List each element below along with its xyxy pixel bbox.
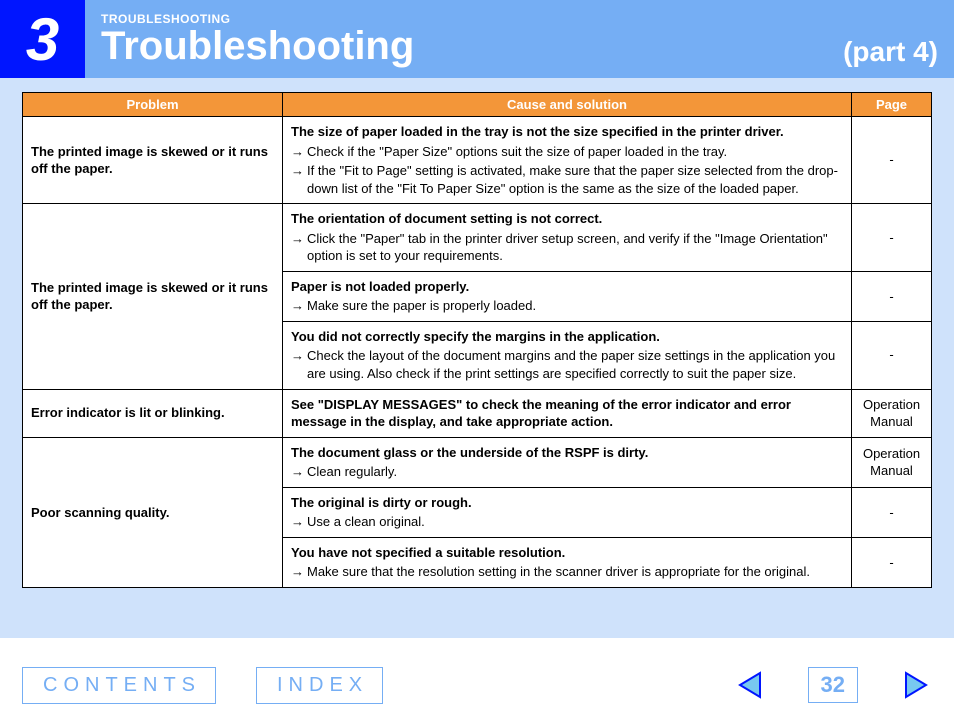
cause-heading: The orientation of document setting is n… xyxy=(291,210,843,228)
solution-text: If the "Fit to Page" setting is activate… xyxy=(307,162,843,197)
solution-text: Check the layout of the document margins… xyxy=(307,347,843,382)
cause-cell: You have not specified a suitable resolu… xyxy=(283,537,852,587)
cause-heading: You have not specified a suitable resolu… xyxy=(291,544,843,562)
cause-heading: The original is dirty or rough. xyxy=(291,494,843,512)
solution-line: →Make sure the paper is properly loaded. xyxy=(291,297,843,315)
page-cell: - xyxy=(852,117,932,204)
solution-text: Check if the "Paper Size" options suit t… xyxy=(307,143,843,161)
arrow-icon: → xyxy=(291,230,304,248)
page-cell: - xyxy=(852,321,932,389)
page-title: Troubleshooting xyxy=(101,26,954,66)
cause-cell: See "DISPLAY MESSAGES" to check the mean… xyxy=(283,389,852,437)
arrow-right-icon xyxy=(900,670,930,700)
solution-text: Use a clean original. xyxy=(307,513,843,531)
content-area: Problem Cause and solution Page The prin… xyxy=(0,78,954,638)
contents-button[interactable]: CONTENTS xyxy=(22,667,216,704)
solution-line: →Use a clean original. xyxy=(291,513,843,531)
solution-line: →Clean regularly. xyxy=(291,463,843,481)
cause-cell: The document glass or the underside of t… xyxy=(283,437,852,487)
arrow-icon: → xyxy=(291,563,304,581)
cause-cell: You did not correctly specify the margin… xyxy=(283,321,852,389)
problem-cell: The printed image is skewed or it runs o… xyxy=(23,117,283,204)
page-cell: Operation Manual xyxy=(852,389,932,437)
solution-line: →Check if the "Paper Size" options suit … xyxy=(291,143,843,161)
table-row: Poor scanning quality.The document glass… xyxy=(23,437,932,487)
table-row: The printed image is skewed or it runs o… xyxy=(23,117,932,204)
page-number: 32 xyxy=(808,667,858,703)
arrow-icon: → xyxy=(291,143,304,161)
col-problem: Problem xyxy=(23,93,283,117)
cause-heading: You did not correctly specify the margin… xyxy=(291,328,843,346)
arrow-icon: → xyxy=(291,162,304,180)
page-cell: - xyxy=(852,204,932,272)
cause-heading: The size of paper loaded in the tray is … xyxy=(291,123,843,141)
chapter-number: 3 xyxy=(0,0,85,78)
prev-page-button[interactable] xyxy=(734,668,768,702)
footer: CONTENTS INDEX 32 xyxy=(0,655,954,715)
index-button[interactable]: INDEX xyxy=(256,667,383,704)
cause-heading: See "DISPLAY MESSAGES" to check the mean… xyxy=(291,396,843,431)
solution-line: →Make sure that the resolution setting i… xyxy=(291,563,843,581)
header-text-block: TROUBLESHOOTING Troubleshooting (part 4) xyxy=(85,0,954,78)
solution-line: →Check the layout of the document margin… xyxy=(291,347,843,382)
cause-heading: Paper is not loaded properly. xyxy=(291,278,843,296)
page-cell: - xyxy=(852,537,932,587)
arrow-icon: → xyxy=(291,347,304,365)
arrow-icon: → xyxy=(291,297,304,315)
solution-text: Make sure the paper is properly loaded. xyxy=(307,297,843,315)
solution-text: Clean regularly. xyxy=(307,463,843,481)
solution-line: →If the "Fit to Page" setting is activat… xyxy=(291,162,843,197)
cause-heading: The document glass or the underside of t… xyxy=(291,444,843,462)
table-row: Error indicator is lit or blinking.See "… xyxy=(23,389,932,437)
problem-cell: The printed image is skewed or it runs o… xyxy=(23,204,283,389)
page-cell: Operation Manual xyxy=(852,437,932,487)
col-cause: Cause and solution xyxy=(283,93,852,117)
solution-line: →Click the "Paper" tab in the printer dr… xyxy=(291,230,843,265)
cause-cell: The original is dirty or rough.→Use a cl… xyxy=(283,487,852,537)
arrow-left-icon xyxy=(736,670,766,700)
page-cell: - xyxy=(852,271,932,321)
page-cell: - xyxy=(852,487,932,537)
next-page-button[interactable] xyxy=(898,668,932,702)
arrow-icon: → xyxy=(291,463,304,481)
col-page: Page xyxy=(852,93,932,117)
problem-cell: Poor scanning quality. xyxy=(23,437,283,587)
cause-cell: Paper is not loaded properly.→Make sure … xyxy=(283,271,852,321)
cause-cell: The orientation of document setting is n… xyxy=(283,204,852,272)
table-row: The printed image is skewed or it runs o… xyxy=(23,204,932,272)
problem-cell: Error indicator is lit or blinking. xyxy=(23,389,283,437)
arrow-icon: → xyxy=(291,513,304,531)
solution-text: Click the "Paper" tab in the printer dri… xyxy=(307,230,843,265)
page-header: 3 TROUBLESHOOTING Troubleshooting (part … xyxy=(0,0,954,78)
cause-cell: The size of paper loaded in the tray is … xyxy=(283,117,852,204)
part-label: (part 4) xyxy=(843,36,938,68)
solution-text: Make sure that the resolution setting in… xyxy=(307,563,843,581)
troubleshooting-table: Problem Cause and solution Page The prin… xyxy=(22,92,932,588)
